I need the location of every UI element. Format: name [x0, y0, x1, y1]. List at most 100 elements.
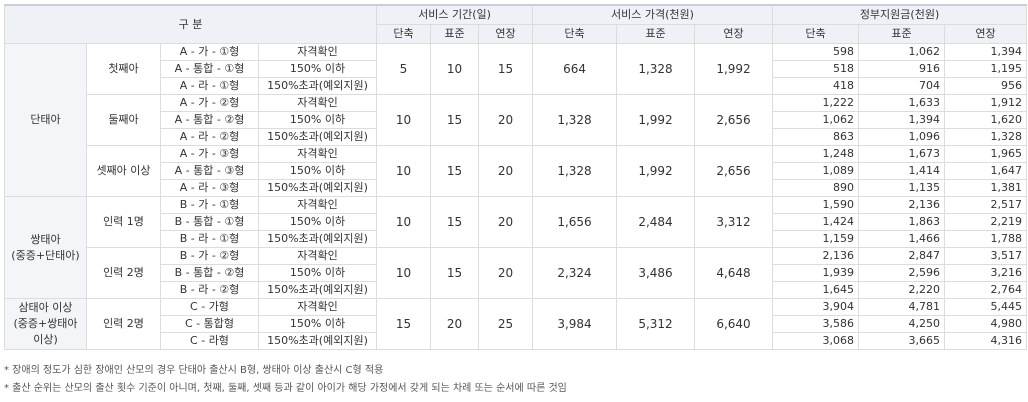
table-row: B - 라 - ①형 150%초과(예외지원) 1,159 1,466 1,788 — [5, 230, 1028, 248]
subgroup-name: 인력 2명 — [86, 298, 161, 350]
condition: 자격확인 — [258, 145, 377, 163]
subsidy-extended: 1,788 — [944, 230, 1028, 248]
condition: 150%초과(예외지원) — [258, 179, 377, 197]
type-code: A - 라 - ②형 — [160, 128, 259, 146]
condition: 150% 이하 — [258, 264, 377, 282]
subsidy-short: 1,089 — [772, 162, 860, 180]
type-code: B - 통합 - ①형 — [160, 213, 259, 231]
subsidy-short: 890 — [772, 179, 860, 197]
type-code: C - 라형 — [160, 332, 259, 350]
period-short: 10 — [376, 94, 431, 146]
subsidy-standard: 1,863 — [858, 213, 946, 231]
type-code: C - 가형 — [160, 298, 259, 316]
header-price-short: 단축 — [532, 24, 618, 44]
group-name: 삼태아 이상 (중증+쌍태아 이상) — [4, 298, 87, 350]
type-code: C - 통합형 — [160, 315, 259, 333]
subsidy-extended: 2,517 — [944, 196, 1028, 214]
condition: 150% 이하 — [258, 111, 377, 129]
subsidy-standard: 1,135 — [858, 179, 946, 197]
condition: 자격확인 — [258, 247, 377, 265]
type-code: B - 통합 - ②형 — [160, 264, 259, 282]
support-table: 구 분 서비스 기간(일) 서비스 가격(천원) 정부지원금(천원) 단축 표준… — [4, 4, 1028, 350]
subsidy-short: 518 — [772, 60, 860, 78]
subsidy-extended: 1,620 — [944, 111, 1028, 129]
footnote-1: * 장애의 정도가 심한 장애인 산모의 경우 단태아 출산시 B형, 쌍태아 … — [4, 365, 384, 376]
subsidy-extended: 3,216 — [944, 264, 1028, 282]
period-extended: 15 — [477, 43, 534, 95]
price-standard: 3,486 — [616, 247, 696, 299]
table-row: 인력 2명 B - 가 - ②형 자격확인 10 15 20 2,324 3,486 4,648… — [5, 247, 1028, 299]
subgroup-name: 첫째아 — [86, 43, 161, 95]
subsidy-short: 1,159 — [772, 230, 860, 248]
condition: 자격확인 — [258, 43, 377, 61]
subsidy-standard: 2,847 — [858, 247, 946, 265]
price-extended: 2,656 — [694, 145, 774, 197]
subsidy-standard: 4,781 — [858, 298, 946, 316]
footnote-2: * 출산 순위는 산모의 출산 횟수 기준이 아니며, 첫째, 둘째, 셋째 등… — [4, 383, 567, 394]
subsidy-short: 2,136 — [772, 247, 860, 265]
type-code: A - 통합 - ②형 — [160, 111, 259, 129]
type-code: A - 가 - ①형 — [160, 43, 259, 61]
table-row: 단태아 첫째아 A - 가 - ①형 자격확인 5 10 15 664 1,328 1,992 59… — [4, 43, 1028, 197]
subsidy-standard: 4,250 — [858, 315, 946, 333]
condition: 자격확인 — [258, 196, 377, 214]
type-code: A - 라 - ③형 — [160, 179, 259, 197]
subsidy-extended: 5,445 — [944, 298, 1028, 316]
period-short: 10 — [376, 247, 431, 299]
header-service-period: 서비스 기간(일) — [375, 4, 534, 25]
type-code: B - 라 - ①형 — [160, 230, 259, 248]
period-short: 10 — [376, 196, 431, 248]
subgroup-name: 둘째아 — [86, 94, 161, 146]
table-row: 삼태아 이상 (중증+쌍태아 이상) 인력 2명 C - 가형 자격확인 15 20 25 3… — [4, 298, 1028, 350]
table-row: A - 통합 - ①형 150% 이하 518 916 1,195 — [5, 60, 1028, 78]
table-row: 쌍태아 (중증+단태아) 인력 1명 B - 가 - ①형 자격확인 10 15 20 1,6… — [4, 196, 1028, 299]
period-extended: 20 — [477, 247, 534, 299]
period-standard: 10 — [430, 43, 479, 95]
subsidy-standard: 3,665 — [858, 332, 946, 350]
price-short: 1,328 — [532, 145, 618, 197]
condition: 자격확인 — [258, 298, 377, 316]
subsidy-extended: 4,316 — [944, 332, 1028, 350]
subsidy-standard: 916 — [858, 60, 946, 78]
subsidy-short: 598 — [772, 43, 860, 61]
subsidy-extended: 3,517 — [944, 247, 1028, 265]
price-standard: 1,992 — [616, 145, 696, 197]
header-subsidy: 정부지원금(천원) — [772, 4, 1028, 25]
table-row: B - 라 - ②형 150%초과(예외지원) 1,645 2,220 2,764 — [5, 281, 1028, 299]
subsidy-short: 3,904 — [772, 298, 860, 316]
table-header: 구 분 서비스 기간(일) 서비스 가격(천원) 정부지원금(천원) 단축 표준… — [4, 4, 1028, 44]
period-extended: 20 — [477, 145, 534, 197]
period-extended: 20 — [477, 94, 534, 146]
condition: 150% 이하 — [258, 162, 377, 180]
table-row: A - 통합 - ③형 150% 이하 1,089 1,414 1,647 — [5, 162, 1028, 180]
header-subsidy-extended: 연장 — [944, 24, 1028, 44]
period-standard: 20 — [430, 298, 479, 350]
type-code: A - 통합 - ①형 — [160, 60, 259, 78]
subsidy-short: 1,645 — [772, 281, 860, 299]
subsidy-short: 1,424 — [772, 213, 860, 231]
table-row: A - 라 - ②형 150%초과(예외지원) 863 1,096 1,328 — [5, 128, 1028, 146]
table-row: C - 라형 150%초과(예외지원) 3,068 3,665 4,316 — [5, 332, 1028, 350]
subsidy-standard: 2,220 — [858, 281, 946, 299]
price-extended: 1,992 — [694, 43, 774, 95]
price-extended: 6,640 — [694, 298, 774, 350]
type-code: B - 가 - ①형 — [160, 196, 259, 214]
condition: 150%초과(예외지원) — [258, 281, 377, 299]
period-extended: 20 — [477, 196, 534, 248]
price-short: 664 — [532, 43, 618, 95]
table-row: A - 통합 - ②형 150% 이하 1,062 1,394 1,620 — [5, 111, 1028, 129]
subsidy-extended: 1,195 — [944, 60, 1028, 78]
subsidy-standard: 1,466 — [858, 230, 946, 248]
subsidy-standard: 704 — [858, 77, 946, 95]
subsidy-extended: 1,394 — [944, 43, 1028, 61]
table-row: C - 통합형 150% 이하 3,586 4,250 4,980 — [5, 315, 1028, 333]
subgroup-name: 인력 1명 — [86, 196, 161, 248]
header-subsidy-short: 단축 — [772, 24, 860, 44]
period-standard: 15 — [430, 247, 479, 299]
price-extended: 2,656 — [694, 94, 774, 146]
subsidy-standard: 2,136 — [858, 196, 946, 214]
type-code: A - 가 - ③형 — [160, 145, 259, 163]
price-short: 3,984 — [532, 298, 618, 350]
table-row: 둘째아 A - 가 - ②형 자격확인 10 15 20 1,328 1,992 2,656 1,… — [5, 94, 1028, 146]
price-short: 2,324 — [532, 247, 618, 299]
